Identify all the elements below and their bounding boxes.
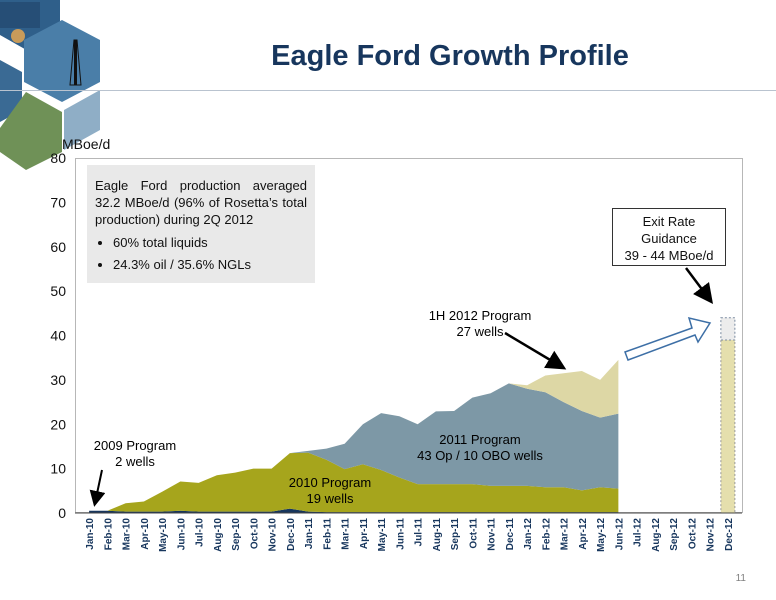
y-tick-label: 30 [50,372,66,388]
x-tick-label: Sep-11 [450,518,461,551]
area-series-3 [89,359,619,511]
annotation-2011-line2: 43 Op / 10 OBO wells [417,448,543,463]
info-bullet: 24.3% oil / 35.6% NGLs [113,256,307,273]
x-tick-label: Mar-11 [341,518,352,550]
x-tick-label: Jun-12 [614,518,625,551]
x-tick-label: Jul-12 [633,518,644,547]
company-logo [0,0,100,170]
x-tick-label: Jul-10 [195,518,206,547]
area-series-0 [89,508,619,513]
exit-line3: 39 - 44 MBoe/d [624,248,714,263]
annotation-2010-line1: 2010 Program [288,475,372,490]
annotation-2011: 2011 Program 43 Op / 10 OBO wells [395,432,565,464]
x-tick-label: May-10 [158,518,169,552]
x-tick-label: Oct-10 [249,518,260,550]
x-tick-label: Oct-11 [468,518,479,549]
arrow-2009 [89,469,106,507]
y-tick-label: 70 [50,194,66,210]
info-bullet: 60% total liquids [113,234,307,251]
y-tick-label: 40 [50,328,66,344]
x-tick-label: Apr-11 [359,518,370,550]
y-axis-label: MBoe/d [62,136,111,152]
info-text: Eagle Ford production averaged 32.2 MBoe… [95,178,307,227]
annotation-2010-line2: 19 wells [306,491,354,506]
annotation-2012: 1H 2012 Program 27 wells [415,308,545,340]
area-series-1 [89,452,619,513]
x-tick-label: Jan-11 [304,518,315,550]
annotation-2012-line1: 1H 2012 Program [428,308,532,323]
page-title: Eagle Ford Growth Profile [271,40,629,72]
x-tick-label: Dec-12 [724,518,735,551]
exit-line1: Exit Rate [642,214,696,229]
x-tick-label: Feb-12 [541,518,552,551]
arrow-exit-rate [685,267,713,304]
x-tick-label: Sep-12 [669,518,680,551]
guidance-bar-low [720,339,736,514]
x-tick-label: Nov-12 [706,518,717,552]
exit-line2: Guidance [641,231,697,246]
x-tick-label: Dec-10 [286,518,297,551]
y-tick-label: 10 [50,461,66,477]
x-tick-label: Feb-11 [322,518,333,550]
y-tick-label: 20 [50,416,66,432]
x-tick-label: Aug-11 [432,518,443,552]
x-tick-label: Jul-11 [414,518,425,547]
arrow-2012 [504,331,567,370]
x-tick-label: Oct-12 [687,518,698,550]
x-tick-label: Jan-12 [523,518,534,550]
x-tick-label: Aug-10 [213,518,224,552]
annotation-2009: 2009 Program 2 wells [85,438,185,470]
x-tick-label: Dec-11 [505,518,516,551]
x-tick-label: May-11 [377,518,388,552]
x-tick-label: Nov-10 [268,518,279,552]
x-tick-label: May-12 [596,518,607,552]
annotation-2009-line1: 2009 Program [93,438,177,453]
x-tick-label: Jun-11 [395,518,406,550]
y-tick-label: 80 [50,150,66,166]
exit-rate-guidance-box: Exit Rate Guidance 39 - 44 MBoe/d [612,208,726,266]
guidance-bar-range [720,317,736,341]
x-tick-label: Feb-10 [103,518,114,551]
annotation-2012-line2: 27 wells [456,324,504,339]
y-tick-label: 60 [50,239,66,255]
x-tick-label: Jun-10 [176,518,187,551]
x-tick-label: Mar-10 [122,518,133,551]
annotation-2011-line1: 2011 Program [439,432,521,447]
title-divider [0,90,776,91]
page-number: 11 [735,573,746,584]
info-bullets: 60% total liquids 24.3% oil / 35.6% NGLs [95,234,307,273]
area-series-2 [89,383,619,511]
y-tick-label: 50 [50,283,66,299]
y-tick-label: 0 [58,505,66,521]
annotation-2010: 2010 Program 19 wells [270,475,390,507]
x-tick-label: Mar-12 [560,518,571,551]
x-tick-label: Aug-12 [651,518,662,552]
x-tick-label: Apr-10 [140,518,151,550]
x-tick-label: Nov-11 [487,518,498,551]
x-tick-label: Sep-10 [231,518,242,551]
x-tick-label: Apr-12 [578,518,589,550]
x-tick-label: Jan-10 [85,518,96,550]
info-box: Eagle Ford production averaged 32.2 MBoe… [87,165,315,283]
annotation-2009-line2: 2 wells [115,454,155,469]
growth-arrow [624,316,712,361]
